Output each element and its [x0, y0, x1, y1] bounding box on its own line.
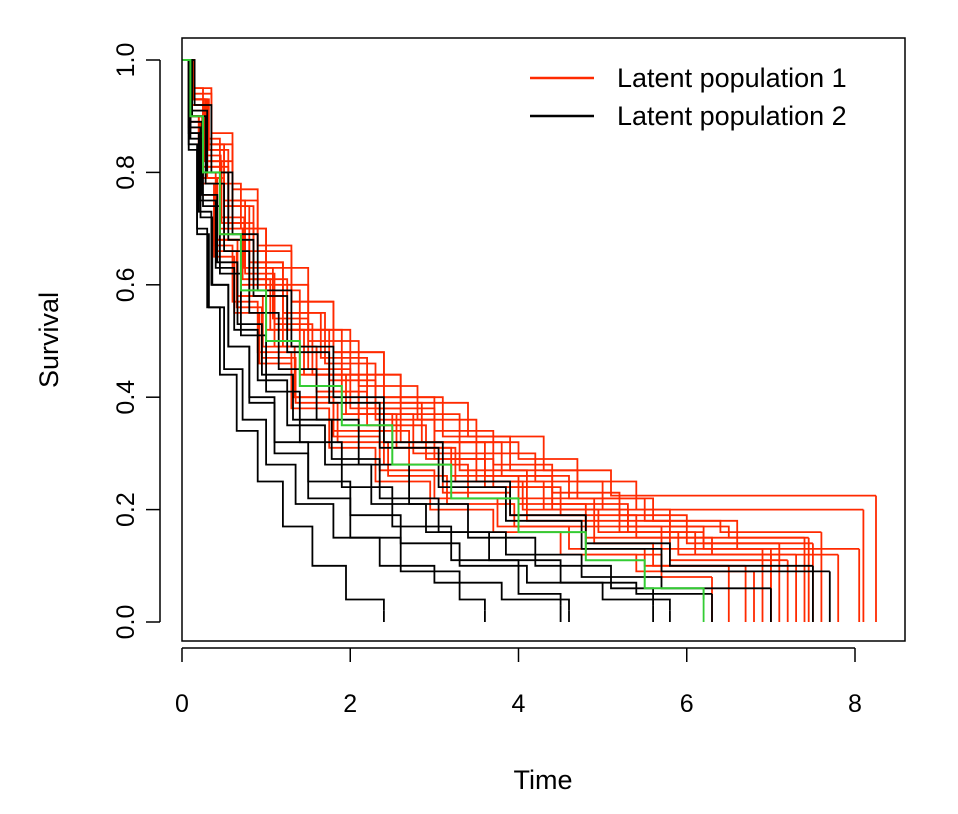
x-axis: 0 2 4 6 8: [175, 647, 862, 718]
x-axis-label: Time: [514, 765, 573, 795]
survival-curve-2-3: [182, 59, 562, 606]
y-tick-label: 0.0: [112, 605, 140, 640]
survival-curve-1-14: [182, 59, 797, 556]
survival-curve-2-9: [182, 59, 570, 611]
survival-curve-1-18: [182, 59, 839, 556]
survival-curve-2-5: [182, 59, 813, 567]
x-tick-label: 8: [848, 690, 862, 718]
y-axis: 0.0 0.2 0.4 0.6 0.8 1.0: [112, 43, 161, 640]
y-tick-label: 0.6: [112, 267, 140, 302]
x-tick-label: 4: [512, 690, 526, 718]
survival-curve-1-11: [182, 59, 712, 578]
x-tick-label: 0: [175, 690, 189, 718]
survival-curve-1-12: [182, 59, 813, 545]
survival-curve-1-6: [182, 59, 763, 550]
survival-curve-1-15: [182, 59, 809, 539]
survival-curve-3-1: [182, 59, 705, 600]
x-tick-label: 6: [680, 690, 694, 718]
y-tick-label: 0.4: [112, 380, 140, 415]
x-tick-label: 2: [343, 690, 357, 718]
survival-curve-2-10: [182, 59, 712, 595]
curves-layer: [182, 59, 877, 622]
y-tick-label: 0.8: [112, 155, 140, 190]
survival-curve-2-7: [182, 59, 771, 590]
y-axis-label: Survival: [34, 292, 64, 388]
legend: Latent population 1 Latent population 2: [530, 63, 847, 131]
legend-label-1: Latent population 1: [617, 63, 847, 93]
y-tick-label: 0.2: [112, 492, 140, 527]
y-tick-label: 1.0: [112, 43, 140, 78]
legend-label-2: Latent population 2: [617, 101, 847, 131]
plot-frame: [181, 37, 906, 642]
survival-curve-2-6: [182, 59, 671, 611]
